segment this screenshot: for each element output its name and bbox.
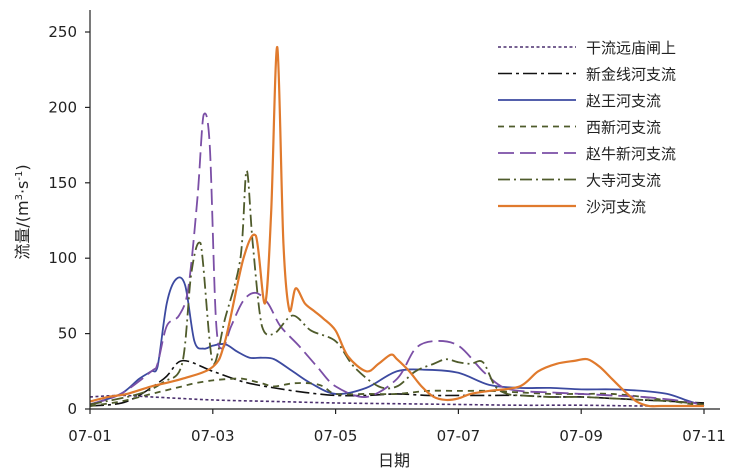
series-layer [89, 45, 705, 408]
legend-label-6: 大寺河支流 [586, 172, 661, 190]
y-tick-label: 250 [48, 23, 77, 41]
y-axis-title-end: ) [13, 164, 32, 170]
series-line-6 [89, 169, 705, 406]
legend-label-5: 赵牛新河支流 [586, 145, 676, 163]
x-tick-label: 07-01 [68, 427, 112, 445]
x-tick-label: 07-11 [682, 427, 726, 445]
series-line-1 [89, 394, 705, 407]
tick-layer: 0 50 100 150 200 250 07-01 07-03 07-05 07-07 07-09… [48, 23, 725, 445]
y-tick-label: 200 [48, 98, 77, 116]
series-line-5 [89, 112, 705, 406]
legend-label-1: 干流远庙闸上 [586, 39, 676, 57]
x-axis-title: 日期 [378, 451, 410, 470]
legend-label-2: 新金线河支流 [586, 66, 676, 84]
y-axis-title-mid: ·s [13, 181, 32, 194]
y-tick-label: 150 [48, 174, 77, 192]
y-axis-title-sup2: -1 [14, 171, 25, 181]
x-tick-label: 07-05 [314, 427, 358, 445]
x-tick-label: 07-09 [559, 427, 603, 445]
y-tick-label: 50 [58, 325, 77, 343]
x-tick-label: 07-07 [437, 427, 481, 445]
series-line-4 [89, 377, 705, 407]
legend-label-7: 沙河支流 [586, 198, 646, 216]
y-axis-title-main: 流量/(m [13, 200, 32, 259]
legend-label-4: 西新河支流 [586, 119, 661, 137]
y-tick-label: 100 [48, 249, 77, 267]
y-tick-label: 0 [67, 400, 77, 418]
series-line-7 [89, 45, 704, 408]
x-tick-label: 07-03 [191, 427, 235, 445]
y-axis-title-sup1: 3 [14, 194, 25, 200]
legend-label-3: 赵王河支流 [586, 92, 661, 110]
series-line-3 [89, 276, 705, 407]
y-axis-title: 流量/(m3·s-1) [13, 164, 32, 259]
